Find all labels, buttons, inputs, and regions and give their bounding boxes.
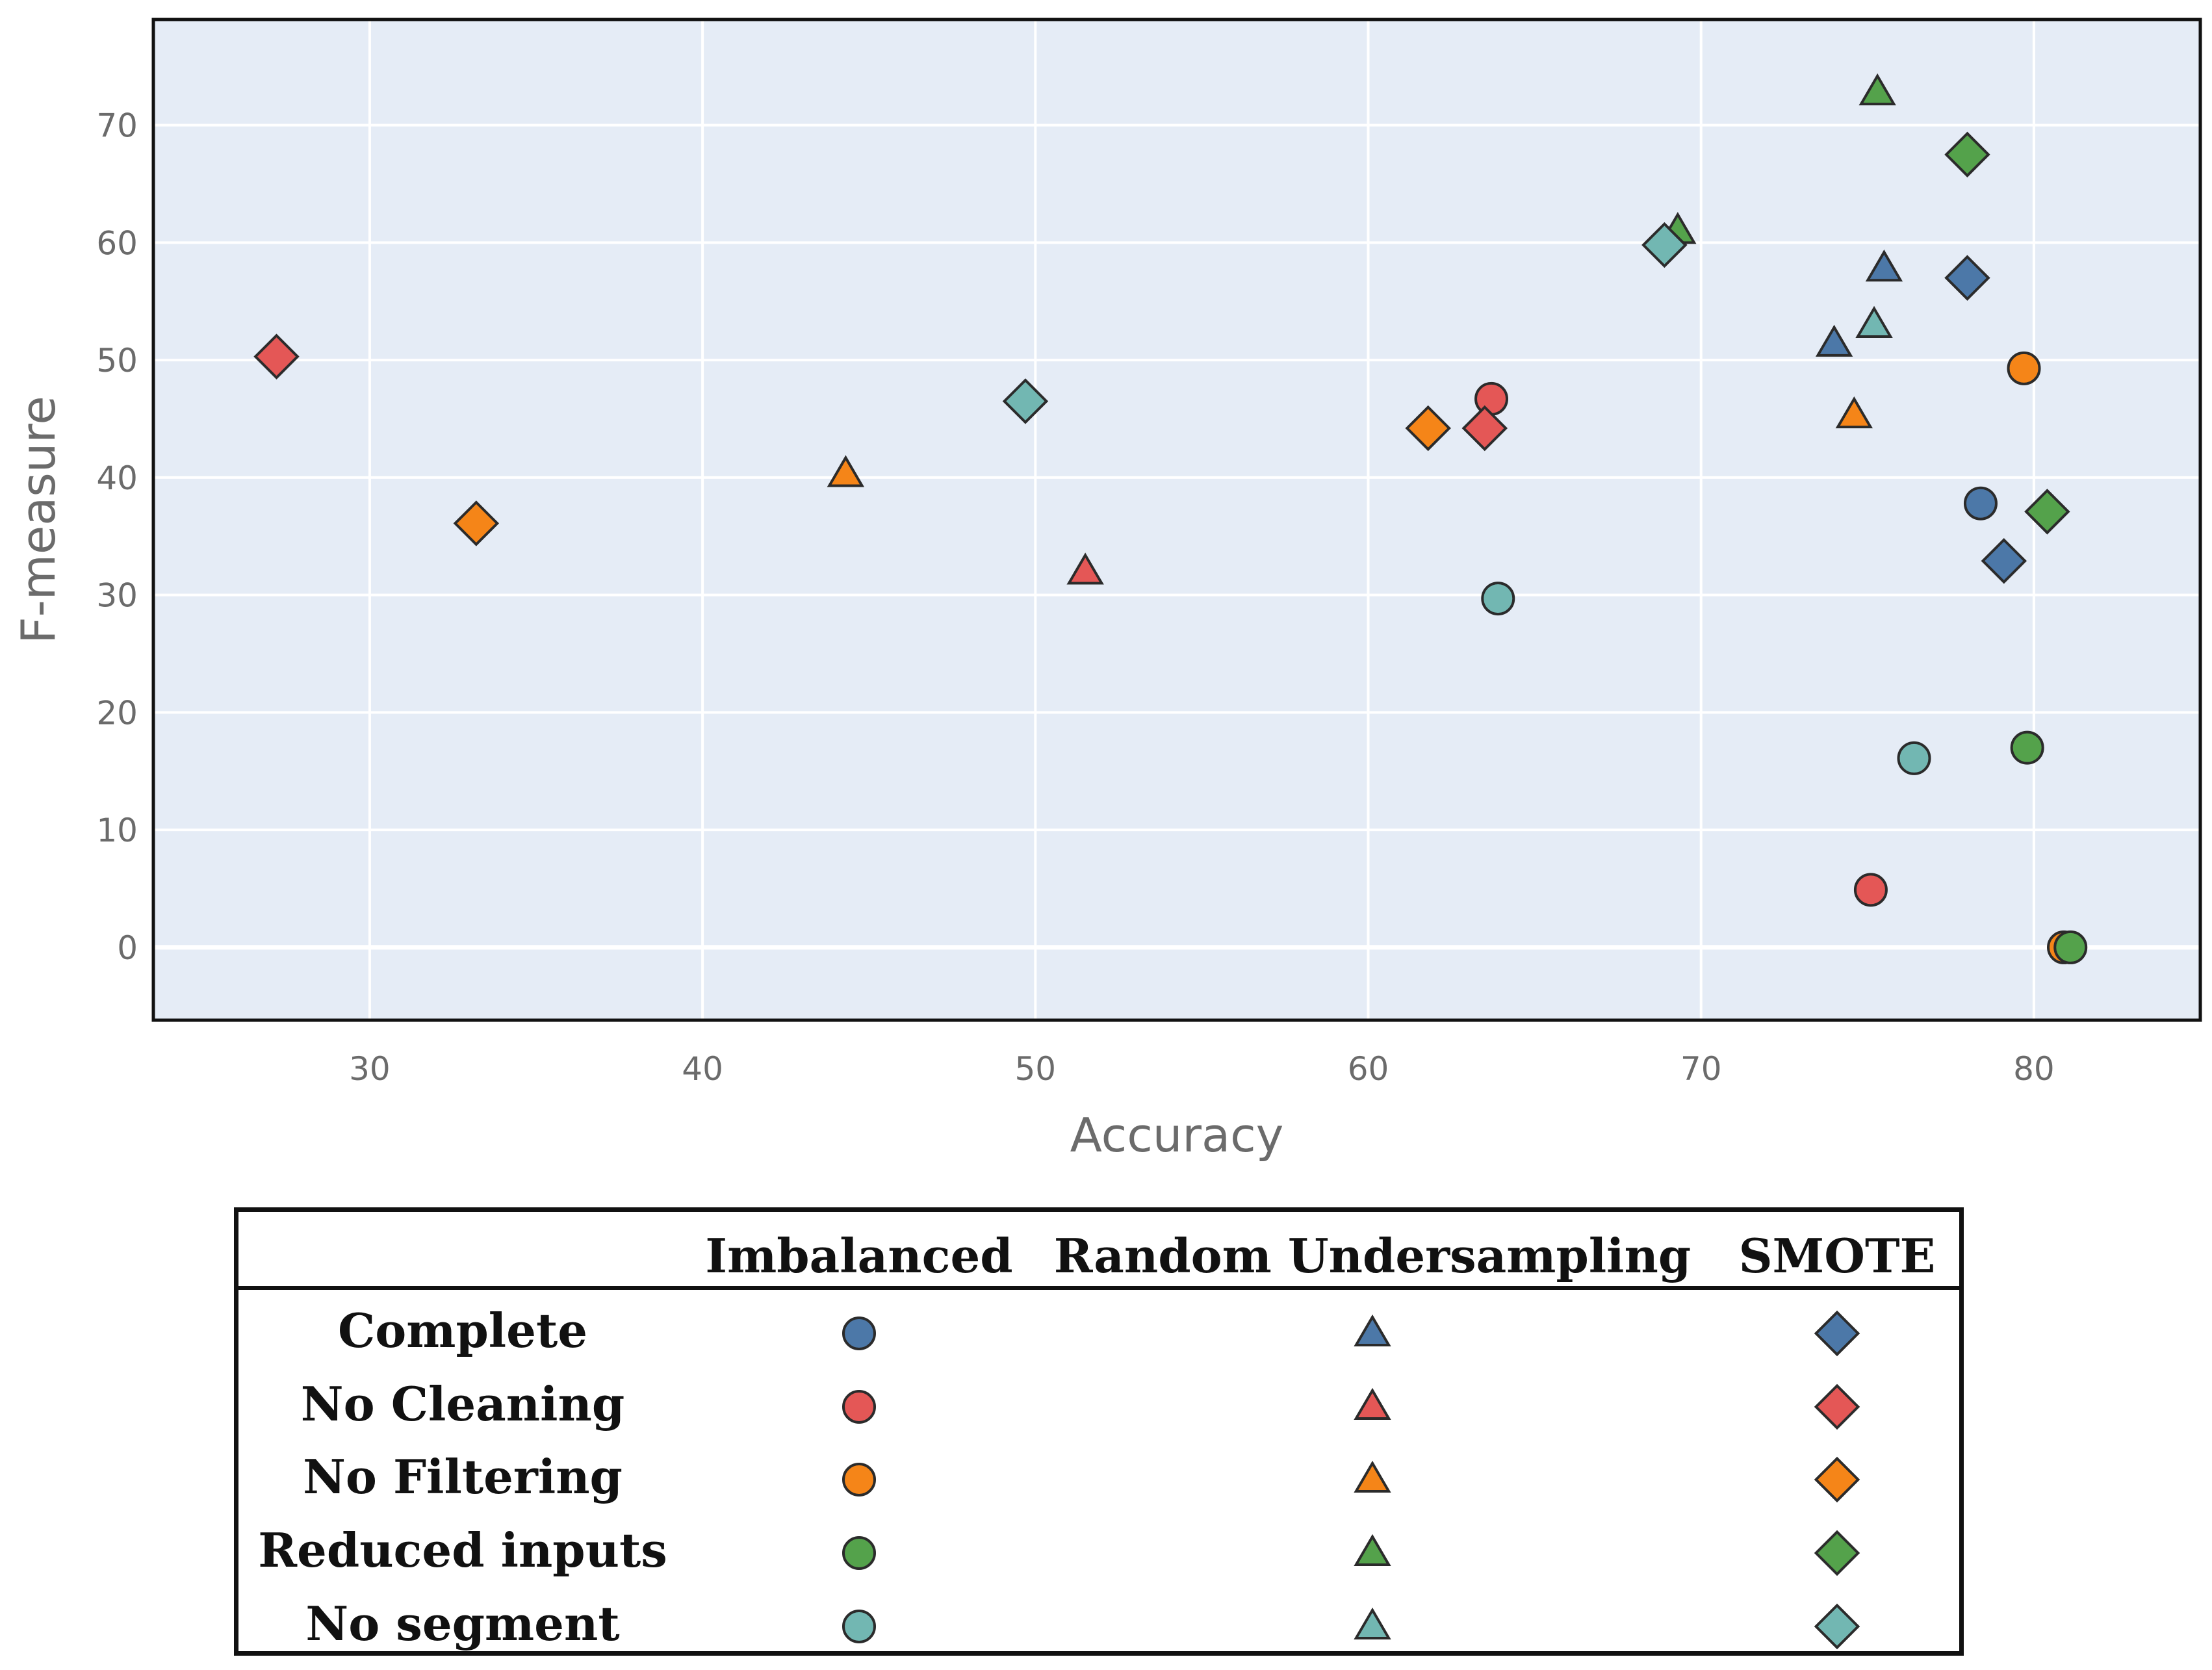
y-axis-title: F-measure [11,396,66,643]
legend-marker-no-cleaning-triangle [1354,1387,1391,1420]
legend-column-header: Imbalanced [705,1228,1013,1283]
legend-row-label: No Cleaning [300,1376,625,1432]
point-no-filtering-diamond [1405,405,1451,452]
legend-marker-complete-triangle [1354,1314,1391,1346]
legend-row-label: No segment [305,1596,620,1651]
y-tick-label: 30 [96,577,138,615]
grid-lines [153,19,2200,1020]
legend-markers [842,1310,1860,1650]
point-complete-diamond [1981,538,2027,584]
legend-column-header: SMOTE [1738,1228,1936,1283]
point-no-cleaning-diamond [1461,405,1508,452]
point-complete-circle [1963,486,1998,520]
legend-row-label: No Filtering [303,1449,623,1504]
point-no-filtering-diamond [453,500,500,546]
x-axis-title: Accuracy [1070,1108,1284,1163]
point-no-segment-circle [1897,741,1931,775]
legend-marker-reduced-inputs-circle [842,1536,876,1570]
tick-labels: 30 40 50 60 70 80 0 10 20 30 40 50 60 70 [96,107,2054,1088]
x-tick-label: 40 [682,1050,723,1088]
x-tick-label: 80 [2013,1050,2055,1088]
legend-marker-no-segment-diamond [1814,1603,1860,1650]
y-tick-label: 0 [117,929,138,967]
legend-marker-no-filtering-triangle [1354,1460,1391,1493]
point-complete-triangle [1815,324,1853,357]
y-tick-label: 60 [96,224,138,262]
point-no-segment-diamond [1641,222,1688,268]
legend-marker-no-cleaning-diamond [1814,1383,1860,1430]
point-no-segment-circle [1481,582,1515,616]
point-no-segment-triangle [1855,305,1893,338]
legend-table: Imbalanced Random Undersampling SMOTE Compl… [234,1207,1964,1656]
point-no-cleaning-triangle [1066,552,1104,585]
legend-marker-no-filtering-diamond [1814,1456,1860,1503]
legend-marker-no-filtering-circle [842,1463,876,1497]
legend-marker-complete-diamond [1814,1310,1860,1357]
legend-marker-complete-circle [842,1317,876,1350]
point-reduced-inputs-triangle [1858,73,1896,106]
legend-row-label: Complete [337,1303,588,1358]
x-tick-label: 50 [1015,1050,1057,1088]
y-tick-label: 50 [96,342,138,379]
point-no-filtering-circle [2007,351,2041,385]
plot-frame [151,18,2202,1022]
point-no-segment-diamond [1002,378,1049,424]
point-no-filtering-triangle [1835,396,1873,429]
legend-marker-no-segment-circle [842,1610,876,1643]
data-points [253,73,2088,964]
legend-header [238,1212,1959,1290]
legend-marker-no-cleaning-circle [842,1390,876,1424]
x-tick-label: 30 [349,1050,391,1088]
y-tick-label: 70 [96,107,138,145]
legend-row-label: Reduced inputs [258,1522,667,1578]
scatter-chart: 30 40 50 60 70 80 0 10 20 30 40 50 60 70 Accuracy F-m… [11,18,2202,1163]
y-tick-label: 10 [96,812,138,849]
point-no-filtering-triangle [827,455,865,487]
point-reduced-inputs-diamond [1944,131,1990,178]
x-tick-label: 60 [1348,1050,1389,1088]
point-complete-triangle [1865,250,1903,282]
y-tick-label: 20 [96,694,138,732]
y-tick-label: 40 [96,459,138,497]
legend-marker-no-segment-triangle [1354,1607,1391,1639]
point-no-cleaning-diamond [253,333,300,379]
point-complete-diamond [1944,255,1990,301]
legend-marker-reduced-inputs-diamond [1814,1530,1860,1576]
point-reduced-inputs-circle [2010,730,2044,765]
legend-marker-reduced-inputs-triangle [1354,1534,1391,1566]
legend-column-header: Random Undersampling [1053,1228,1691,1283]
point-no-cleaning-circle [1853,873,1888,907]
point-reduced-inputs-diamond [2024,489,2070,535]
point-reduced-inputs-circle [2053,930,2088,964]
x-tick-label: 70 [1680,1050,1722,1088]
